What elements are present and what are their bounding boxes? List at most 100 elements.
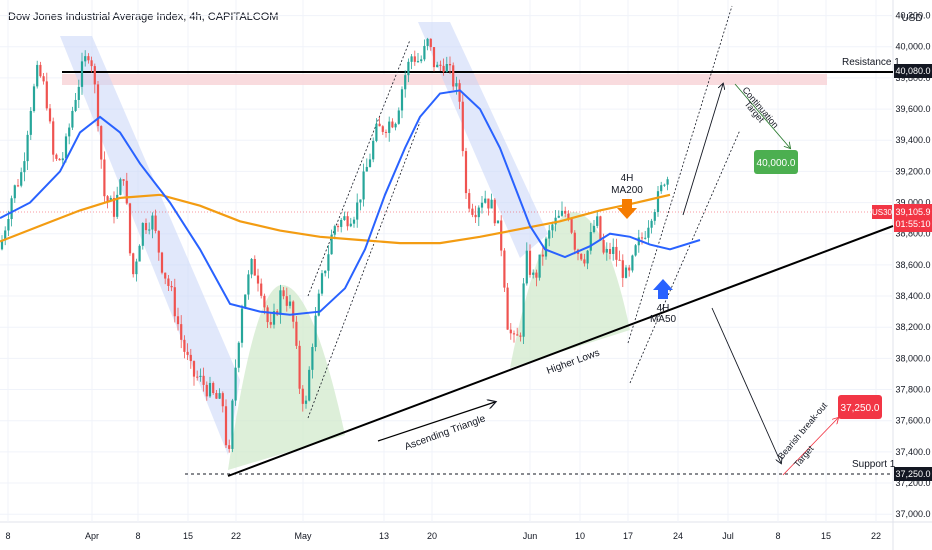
candle [10,195,13,227]
candle [141,222,144,250]
candle [154,209,157,234]
candle [96,81,100,132]
y-tick-label: 38,600.0 [895,260,930,270]
candle [55,153,58,161]
candle [599,215,602,242]
candle [375,118,378,143]
candle [45,72,48,111]
candle [266,305,269,328]
support-label: Support 1 [852,459,896,470]
candle [23,152,26,182]
x-tick-label: 10 [575,531,585,541]
candle [410,54,413,70]
continuation-target-value: 40,000.0 [757,158,796,169]
ma200-label-line2: MA200 [611,185,643,196]
candle [32,83,36,113]
candle [656,185,660,217]
candle [448,56,452,75]
y-tick-label: 40,200.0 [895,11,930,21]
candle [608,242,612,260]
candle [324,270,327,277]
continuation-target-badge[interactable] [754,150,798,174]
candle [464,147,468,199]
x-tick-label: 15 [821,531,831,541]
resistance-label: Resistance 1 [842,57,900,68]
candle [484,190,487,204]
candle [224,399,228,449]
candle [68,123,71,145]
candle [272,303,276,329]
candle [621,254,624,288]
candle [125,172,128,205]
ma200-down-arrow-icon [617,199,637,219]
candle [84,50,87,67]
candle [282,287,285,300]
candle [269,313,272,329]
x-tick-label: Jun [523,531,538,541]
candle [343,211,346,221]
resistance-price-badge [894,64,932,78]
candle [160,251,164,275]
candle [458,79,461,110]
ma200-line[interactable] [0,193,671,245]
currency-label[interactable]: USD [901,13,922,24]
candle [436,61,439,68]
candle [228,439,231,453]
candle [13,184,16,203]
candle [148,222,151,235]
candle [122,179,125,186]
candle [432,47,436,72]
candle [221,391,224,413]
candle [263,293,266,315]
y-axis-ticks: 37,000.0 37,200.0 37,400.0 37,600.0 37,800.0… [895,11,930,520]
x-tick-label: 8 [5,531,10,541]
candle [218,388,221,400]
candle [192,360,196,386]
rising-channel-upper-right [627,5,733,344]
candle [176,307,180,331]
candle [615,238,618,267]
candle [605,242,608,261]
candle [36,60,39,89]
candle [240,304,244,348]
candle [471,203,474,218]
candle [288,294,292,309]
current-symbol-badge [872,205,892,219]
candle [461,94,464,157]
candle [71,106,74,131]
candle [612,238,615,261]
candles [0,37,669,453]
candle [439,60,442,72]
candle [592,220,596,234]
candle [394,122,397,131]
candle [512,330,516,343]
candle [208,376,212,398]
support-price-text: 37,250.0 [895,469,930,479]
candle [346,211,349,231]
candle [468,188,471,213]
candle [205,381,208,401]
candle [634,244,637,257]
candle [564,206,567,218]
candle [480,195,484,214]
chart-title: Dow Jones Industrial Average Index, 4h, … [8,11,278,23]
candle [538,254,541,281]
bearish-target-badge[interactable] [838,395,882,419]
candle [196,370,199,381]
candle [423,39,426,62]
bearish-target-value: 37,250.0 [841,403,880,414]
candle [199,368,202,382]
candle [506,282,509,330]
candle [74,93,77,113]
ascending-triangle-line[interactable] [227,225,894,477]
ma50-line[interactable] [0,89,701,316]
candle [87,53,90,64]
candle [58,158,61,161]
candle [368,153,372,168]
candle [477,205,480,227]
x-tick-label: 8 [135,531,140,541]
y-tick-label: 38,400.0 [895,291,930,301]
y-tick-label: 38,200.0 [895,322,930,332]
projection-arrow-up [682,84,723,216]
